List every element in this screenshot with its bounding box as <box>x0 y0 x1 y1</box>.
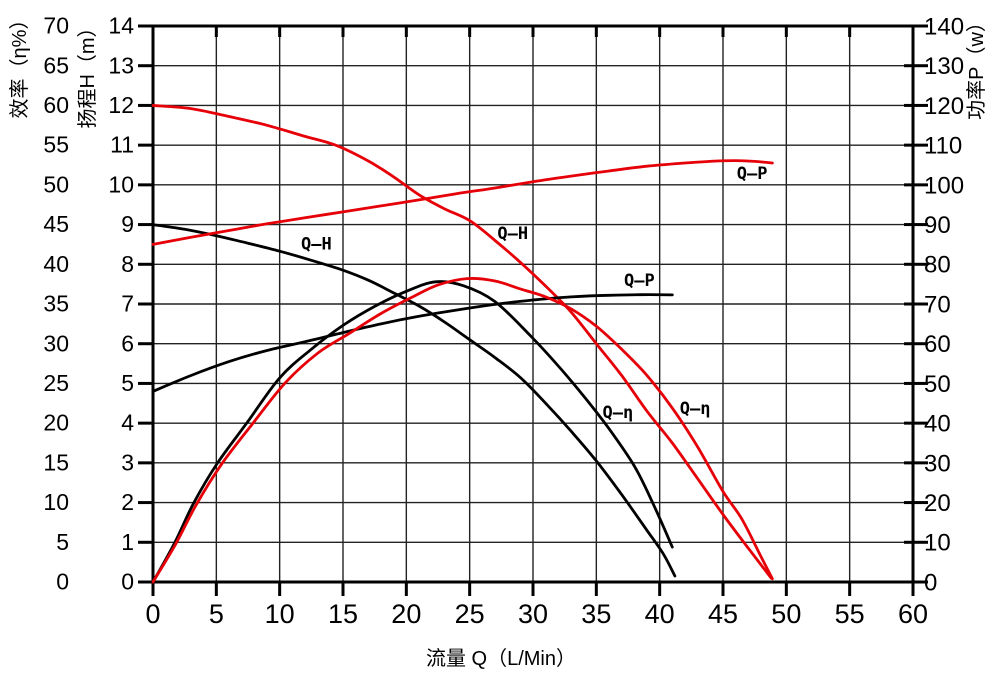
efficiency-tick-label: 55 <box>43 132 69 158</box>
power-tick-label: 20 <box>924 490 951 517</box>
curve-label-q-eta-red: Q—η <box>680 399 711 419</box>
curve-q-eta-red <box>151 277 774 584</box>
x-tick-label: 35 <box>581 599 611 629</box>
head-tick-label: 10 <box>108 171 134 197</box>
efficiency-tick-label: 45 <box>43 211 69 237</box>
power-tick-label: 130 <box>924 53 964 80</box>
x-tick-label: 15 <box>328 599 358 629</box>
efficiency-tick-label: 35 <box>43 291 69 317</box>
efficiency-tick-label: 40 <box>43 251 69 277</box>
power-tick-label: 30 <box>924 450 951 477</box>
head-tick-label: 5 <box>121 370 134 396</box>
curve-label-q-h-red: Q—H <box>497 224 528 244</box>
power-tick-label: 90 <box>924 212 951 239</box>
x-tick-label: 40 <box>645 599 675 629</box>
x-tick-label: 45 <box>708 599 738 629</box>
x-tick-label: 10 <box>265 599 295 629</box>
efficiency-tick-label: 15 <box>43 449 69 475</box>
efficiency-tick-label: 65 <box>43 52 69 78</box>
power-tick-label: 50 <box>924 371 951 398</box>
power-axis-title: 功率P（w） <box>965 12 988 120</box>
efficiency-axis-title: 效率（η%） <box>8 10 31 119</box>
x-tick-label: 60 <box>898 599 928 629</box>
curve-q-p-black <box>151 293 674 393</box>
power-tick-label: 0 <box>924 569 937 596</box>
head-tick-label: 13 <box>108 52 134 78</box>
head-tick-label: 4 <box>121 410 134 436</box>
x-tick-label: 5 <box>209 599 224 629</box>
x-tick-label: 0 <box>145 599 160 629</box>
power-tick-label: 10 <box>924 530 951 557</box>
efficiency-tick-label: 10 <box>43 489 69 515</box>
efficiency-tick-label: 60 <box>43 92 69 118</box>
chart-generated: 0 5 10 15 20 25 30 35 40 45 50 55 600123456789101112… <box>43 13 964 629</box>
head-tick-label: 12 <box>108 92 134 118</box>
head-tick-label: 9 <box>121 211 134 237</box>
curve-label-q-eta-black: Q—η <box>603 403 634 423</box>
head-axis-title: 扬程H（m） <box>76 17 99 128</box>
efficiency-tick-label: 30 <box>43 330 69 356</box>
efficiency-tick-label: 5 <box>56 529 69 555</box>
head-tick-label: 1 <box>121 529 134 555</box>
x-tick-label: 20 <box>391 599 421 629</box>
efficiency-tick-label: 25 <box>43 370 69 396</box>
head-tick-label: 8 <box>121 251 134 277</box>
head-tick-label: 0 <box>121 569 134 595</box>
curve-q-h-red <box>151 104 773 580</box>
curve-q-p-red <box>151 159 774 246</box>
plot-border <box>151 24 915 584</box>
efficiency-tick-label: 20 <box>43 410 69 436</box>
power-tick-label: 60 <box>924 331 951 358</box>
x-tick-label: 50 <box>771 599 801 629</box>
power-tick-label: 40 <box>924 411 951 438</box>
x-tick-label: 55 <box>835 599 865 629</box>
head-tick-label: 14 <box>108 13 134 39</box>
head-tick-label: 3 <box>121 449 134 475</box>
curve-label-q-h-black: Q—H <box>301 235 332 255</box>
power-tick-label: 120 <box>924 93 964 120</box>
efficiency-tick-label: 50 <box>43 171 69 197</box>
power-tick-label: 70 <box>924 291 951 318</box>
power-tick-label: 80 <box>924 252 951 279</box>
efficiency-tick-label: 70 <box>43 13 69 39</box>
head-tick-label: 11 <box>110 132 134 158</box>
head-tick-label: 6 <box>121 330 134 356</box>
head-tick-label: 7 <box>121 291 134 317</box>
curve-label-q-p-red: Q—P <box>737 164 768 184</box>
efficiency-tick-label: 0 <box>56 569 69 595</box>
power-tick-label: 100 <box>924 172 964 199</box>
power-tick-label: 110 <box>924 133 962 160</box>
curve-q-eta-black <box>151 280 674 584</box>
flow-axis-title: 流量 Q（L/Min） <box>426 647 576 670</box>
curve-q-h-black <box>151 223 677 578</box>
x-tick-label: 25 <box>455 599 485 629</box>
x-tick-label: 30 <box>518 599 548 629</box>
power-tick-label: 140 <box>924 13 964 40</box>
curve-label-q-p-black: Q—P <box>624 271 655 291</box>
head-tick-label: 2 <box>121 489 134 515</box>
